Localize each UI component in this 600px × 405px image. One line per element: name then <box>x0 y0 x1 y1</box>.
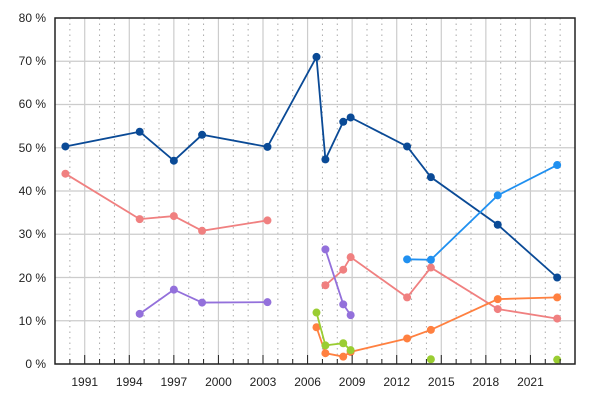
series-line <box>64 172 268 232</box>
x-tick-label: 2006 <box>294 375 321 389</box>
data-point <box>553 273 562 282</box>
data-point <box>135 127 144 136</box>
data-point <box>321 349 330 358</box>
y-tick-label: 10 % <box>19 314 47 328</box>
x-tick-label: 2000 <box>205 375 232 389</box>
data-point <box>321 341 330 350</box>
data-point <box>553 293 562 302</box>
series-line <box>65 53 558 279</box>
data-point <box>169 156 178 165</box>
series-1 <box>61 169 562 323</box>
data-point <box>312 323 321 332</box>
x-tick-label: 2012 <box>383 375 410 389</box>
data-point <box>198 298 207 307</box>
data-point <box>426 255 435 264</box>
data-point <box>346 346 355 355</box>
data-point <box>321 155 330 164</box>
data-point <box>553 314 562 323</box>
y-tick-label: 60 % <box>19 97 47 111</box>
series-2 <box>135 245 355 320</box>
data-point <box>403 293 412 302</box>
data-point <box>263 298 272 307</box>
data-point <box>321 245 330 254</box>
data-point <box>135 215 144 224</box>
data-point <box>346 253 355 262</box>
data-point <box>312 52 321 61</box>
data-point <box>426 173 435 182</box>
x-tick-label: 2015 <box>428 375 455 389</box>
data-point <box>198 130 207 139</box>
data-point <box>553 161 562 170</box>
series-lines <box>61 52 562 364</box>
data-point <box>135 309 144 318</box>
y-tick-label: 80 % <box>19 11 47 25</box>
x-axis-labels: 1991 1994 1997 2000 2003 2006 2009 2012 … <box>71 375 544 389</box>
y-tick-label: 20 % <box>19 271 47 285</box>
series-line <box>315 312 352 351</box>
x-tick-label: 2021 <box>517 375 544 389</box>
series-0 <box>61 52 562 282</box>
data-point <box>61 142 70 151</box>
data-point <box>312 308 321 317</box>
y-tick-label: 0 % <box>25 357 46 371</box>
axis-ticks <box>54 355 576 364</box>
data-point <box>426 355 435 364</box>
data-point <box>339 300 348 309</box>
series-4 <box>312 293 562 361</box>
data-point <box>403 334 412 343</box>
data-point <box>403 142 412 151</box>
y-tick-label: 70 % <box>19 54 47 68</box>
y-tick-label: 30 % <box>19 227 47 241</box>
x-tick-label: 1997 <box>161 375 188 389</box>
series-5 <box>312 308 562 364</box>
data-point <box>339 265 348 274</box>
x-tick-label: 1991 <box>71 375 98 389</box>
data-point <box>61 169 70 178</box>
series-line <box>139 288 268 315</box>
data-point <box>198 226 207 235</box>
x-tick-label: 2018 <box>473 375 500 389</box>
data-point <box>263 142 272 151</box>
y-tick-label: 40 % <box>19 184 47 198</box>
data-point <box>339 117 348 126</box>
data-point <box>403 255 412 264</box>
data-point <box>426 325 435 334</box>
data-point <box>553 355 562 364</box>
x-tick-label: 2003 <box>250 375 277 389</box>
series-line <box>407 164 558 261</box>
data-point <box>493 220 502 229</box>
data-point <box>346 311 355 320</box>
data-point <box>263 216 272 225</box>
data-point <box>321 281 330 290</box>
data-point <box>493 295 502 304</box>
data-point <box>426 263 435 272</box>
series-3 <box>403 161 562 264</box>
y-tick-label: 50 % <box>19 141 47 155</box>
plot-frame <box>54 17 576 365</box>
data-point <box>493 191 502 200</box>
data-point <box>346 113 355 122</box>
data-point <box>169 212 178 221</box>
data-point <box>339 339 348 348</box>
x-tick-label: 1994 <box>116 375 143 389</box>
data-point <box>493 305 502 314</box>
x-tick-label: 2009 <box>339 375 366 389</box>
data-point <box>339 352 348 361</box>
y-axis-labels: 0 % 10 % 20 % 30 % 40 % 50 % 60 % 70 % 8… <box>19 11 47 371</box>
data-point <box>169 285 178 294</box>
